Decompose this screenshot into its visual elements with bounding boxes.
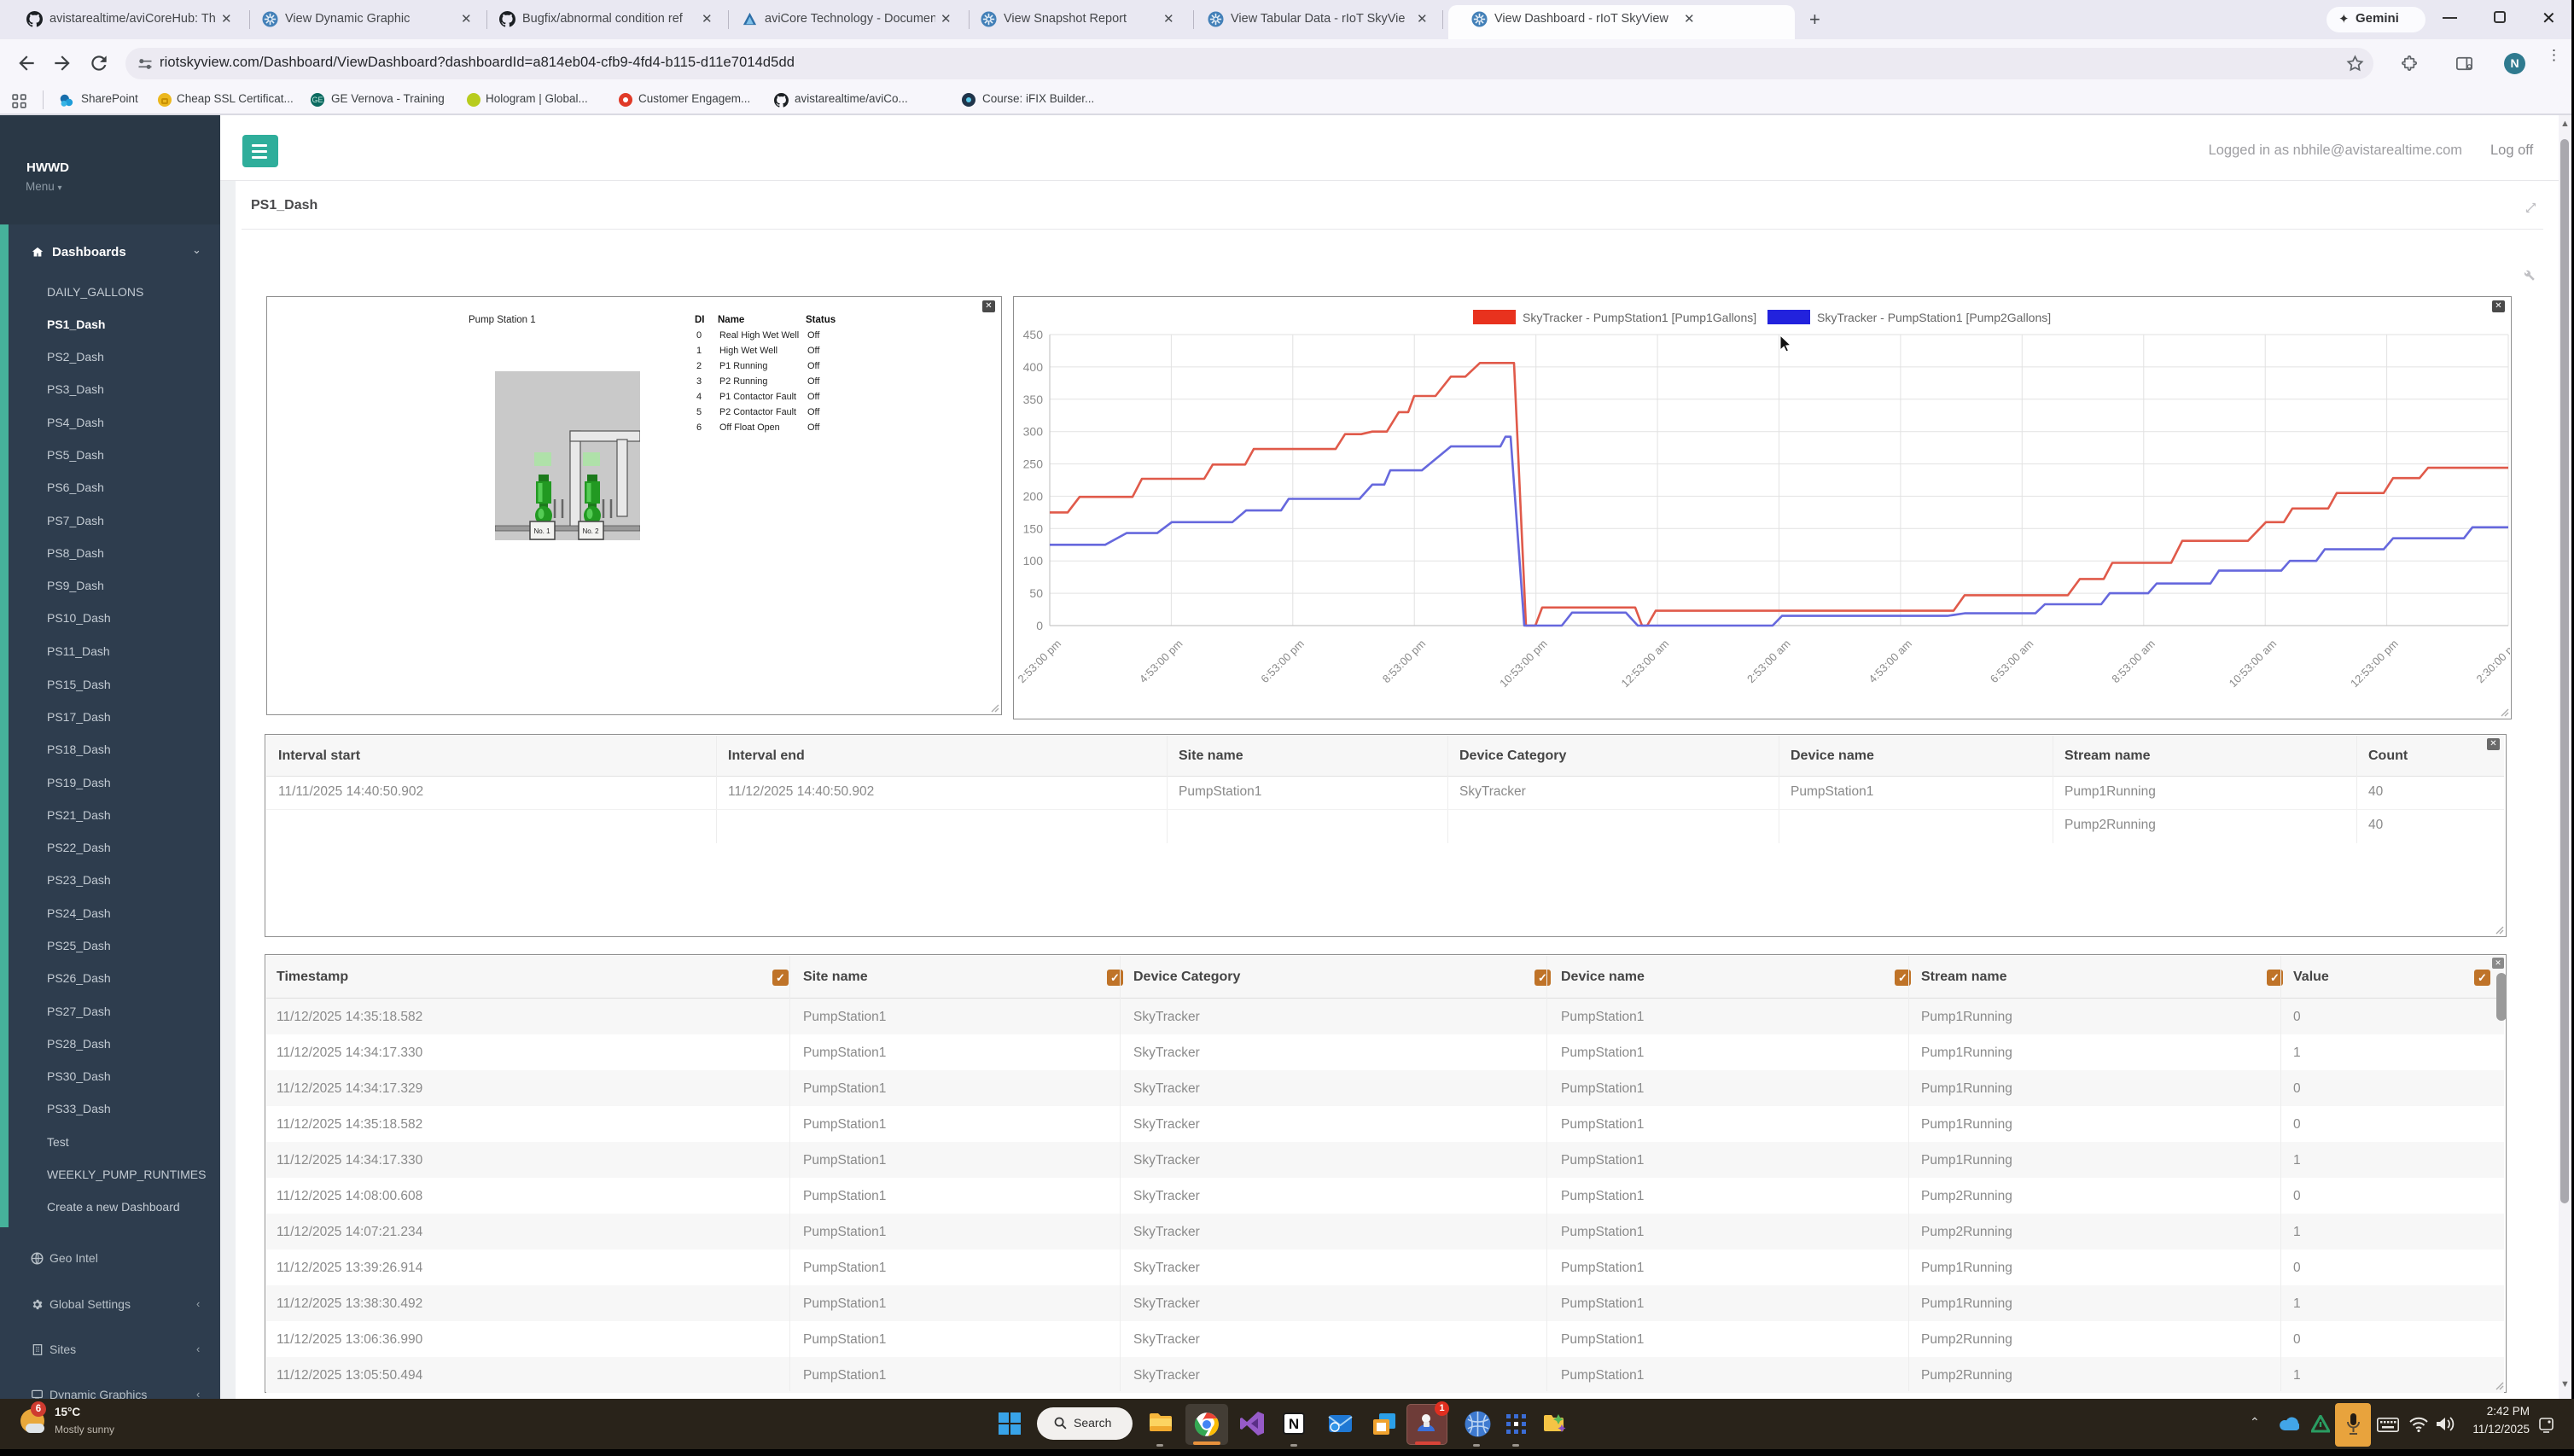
svg-text:4:53:00 am: 4:53:00 am: [1866, 638, 1914, 686]
svg-text:200: 200: [1023, 489, 1044, 503]
svg-text:8:53:00 am: 8:53:00 am: [2109, 638, 2158, 686]
svg-text:10:53:00 am: 10:53:00 am: [2227, 638, 2280, 690]
svg-text:50: 50: [1029, 586, 1043, 600]
svg-text:2:30:00 pm: 2:30:00 pm: [2474, 638, 2510, 686]
svg-text:4:53:00 pm: 4:53:00 pm: [1137, 638, 1185, 686]
svg-text:SkyTracker - PumpStation1 [Pum: SkyTracker - PumpStation1 [Pump2Gallons]: [1817, 311, 2051, 324]
svg-text:12:53:00 am: 12:53:00 am: [1619, 638, 1672, 690]
svg-text:300: 300: [1023, 425, 1044, 439]
svg-text:450: 450: [1023, 328, 1044, 341]
svg-text:2:53:00 am: 2:53:00 am: [1744, 638, 1793, 686]
svg-text:150: 150: [1023, 521, 1044, 535]
svg-text:400: 400: [1023, 360, 1044, 374]
svg-text:10:53:00 pm: 10:53:00 pm: [1497, 638, 1550, 690]
svg-text:2:53:00 pm: 2:53:00 pm: [1016, 638, 1064, 686]
svg-text:6:53:00 pm: 6:53:00 pm: [1258, 638, 1307, 686]
svg-text:6:53:00 am: 6:53:00 am: [1988, 638, 2036, 686]
svg-text:No. 2: No. 2: [582, 527, 599, 535]
svg-text:100: 100: [1023, 554, 1044, 568]
svg-text:250: 250: [1023, 457, 1044, 471]
svg-text:0: 0: [1036, 619, 1043, 632]
svg-text:SkyTracker - PumpStation1 [Pum: SkyTracker - PumpStation1 [Pump1Gallons]: [1523, 311, 1756, 324]
svg-text:12:53:00 pm: 12:53:00 pm: [2348, 638, 2401, 690]
svg-text:8:53:00 pm: 8:53:00 pm: [1380, 638, 1429, 686]
svg-text:350: 350: [1023, 393, 1044, 406]
svg-text:No. 1: No. 1: [533, 527, 550, 535]
